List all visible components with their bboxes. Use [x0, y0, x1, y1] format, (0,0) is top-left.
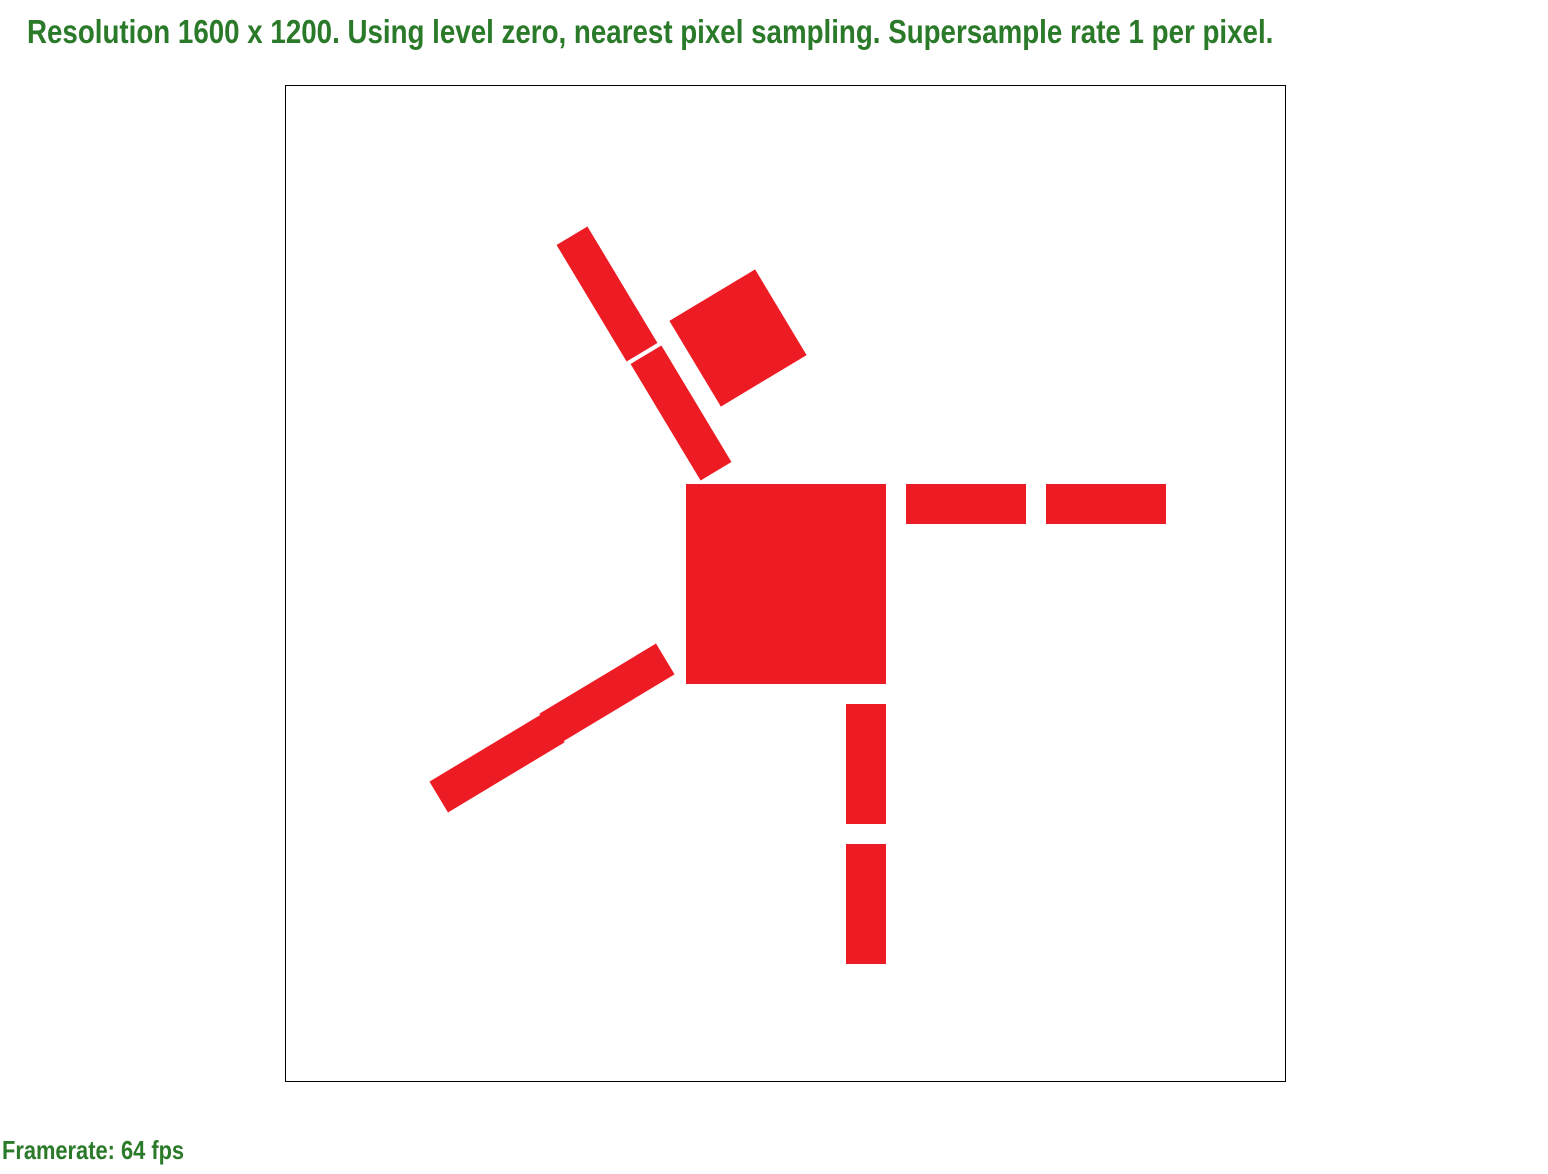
right-upper-arm-bar — [906, 484, 1026, 524]
framerate-status-text: Framerate: 64 fps — [2, 1135, 185, 1165]
left-upper-leg-bar — [539, 643, 675, 745]
right-upper-leg-bar — [846, 704, 886, 824]
left-lower-arm-bar — [556, 226, 658, 362]
head-square — [669, 269, 807, 407]
torso-square — [686, 484, 886, 684]
right-lower-arm-bar — [1046, 484, 1166, 524]
left-lower-leg-bar — [429, 711, 565, 813]
right-lower-leg-bar — [846, 844, 886, 964]
resolution-status-text: Resolution 1600 x 1200. Using level zero… — [27, 13, 1274, 50]
render-viewport — [285, 85, 1286, 1082]
